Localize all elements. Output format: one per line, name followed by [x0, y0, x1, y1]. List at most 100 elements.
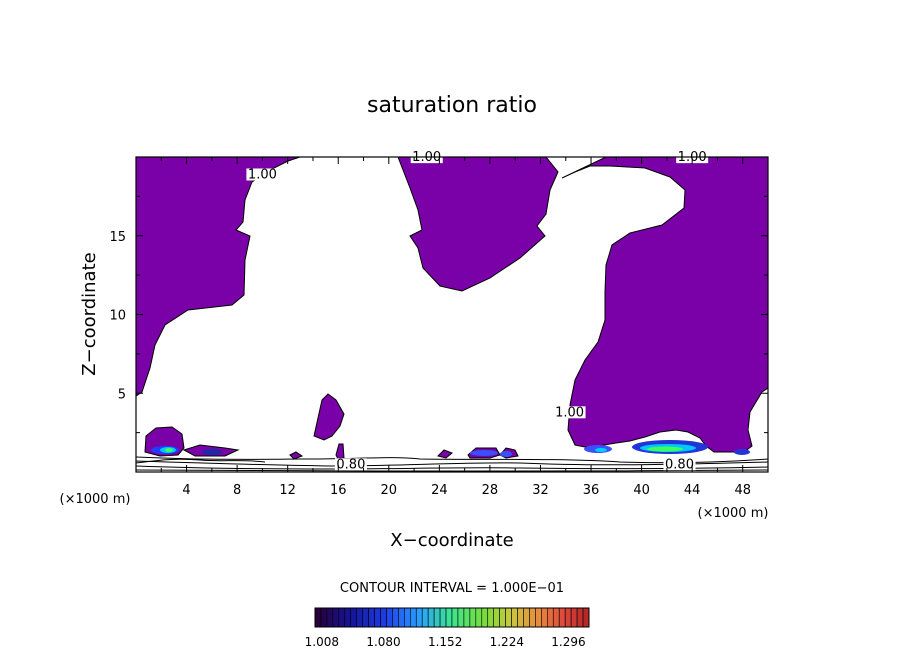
- contour-label-1: 1.00: [248, 167, 277, 182]
- y-axis-label: Z−coordinate: [79, 252, 100, 375]
- y-tick-label-5: 5: [118, 387, 126, 402]
- contour-label-5: 0.80: [336, 457, 365, 472]
- colorbar-tick-label-5: 1.296: [551, 635, 585, 649]
- x-tick-label-8: 8: [233, 483, 241, 498]
- x-tick-label-24: 24: [431, 483, 448, 498]
- colorbar-cell-9: [362, 607, 369, 628]
- colorbar-cell-14: [392, 607, 399, 628]
- colorbar-cell-22: [439, 607, 447, 628]
- colorbar-cell-25: [457, 607, 465, 628]
- colorbar-cell-5: [338, 607, 346, 628]
- contour-label-bg-4: [553, 406, 586, 419]
- colorbar-cell-15: [398, 607, 405, 628]
- surface-contour-line-3: [136, 465, 768, 470]
- colorbar-cell-20: [427, 607, 435, 628]
- colorbar-tick-label-2: 1.080: [366, 635, 400, 649]
- x-tick-label-4: 4: [182, 483, 190, 498]
- contour-label-bg-5: [334, 458, 367, 471]
- pocket-left-2: [202, 449, 222, 455]
- colorbar-cell-37: [529, 607, 536, 628]
- x-tick-label-44: 44: [684, 483, 701, 498]
- colorbar-cell-33: [505, 607, 512, 628]
- colorbar-cell-7: [350, 607, 357, 628]
- y-axis-ticks: 5 10 15: [109, 195, 768, 434]
- colorbar-cell-16: [404, 607, 411, 628]
- x-axis-ticks: 4 8 12 16 20 24 28 32 36 40 44 48: [160, 157, 769, 498]
- colorbar-tick-label-3: 1.152: [428, 635, 462, 649]
- contour-label-6: 0.80: [665, 457, 694, 472]
- colorbar-tick-labels: 1.008 1.080 1.152 1.224 1.296: [305, 635, 586, 649]
- contour-interval-label: CONTOUR INTERVAL = 1.000E−01: [340, 581, 564, 596]
- pocket-right-edge: [734, 449, 750, 455]
- surface-contour-line-4: [136, 469, 768, 472]
- contour-label-2: 1.00: [412, 150, 441, 165]
- x-tick-label-28: 28: [482, 483, 499, 498]
- colorbar-cell-19: [421, 607, 429, 628]
- x-axis-label: X−coordinate: [390, 530, 513, 551]
- colorbar-cell-41: [552, 607, 560, 628]
- colorbar-cell-18: [415, 607, 423, 628]
- contour-fill-regions: [136, 157, 768, 460]
- pocket-mid-2: [500, 451, 512, 457]
- colorbar-cell-31: [493, 607, 500, 628]
- supersaturated-region-1: [136, 157, 301, 397]
- surface-contour-line-1: [136, 460, 768, 467]
- colorbar-cell-23: [445, 607, 453, 628]
- pocket-left-core: [165, 448, 173, 452]
- colorbar-cell-29: [481, 607, 489, 628]
- colorbar-cell-42: [558, 607, 566, 628]
- colorbar-cell-44: [570, 607, 578, 628]
- colorbar-cell-17: [410, 607, 417, 628]
- colorbar-cell-6: [344, 607, 352, 628]
- contour-labels: 1.001.00 1.001.000.80 0.80: [246, 150, 709, 472]
- colorbar-cell-4: [332, 607, 340, 628]
- surface-contour-line-5: [136, 458, 266, 464]
- colorbar-cell-21: [433, 607, 441, 628]
- colorbar-tick-label-1: 1.008: [305, 635, 339, 649]
- x-tick-label-48: 48: [734, 483, 751, 498]
- contour-label-4: 1.00: [555, 405, 584, 420]
- colorbar-tick-label-4: 1.224: [490, 635, 524, 649]
- colorbar-cell-12: [380, 607, 387, 628]
- supersaturated-region-9: [437, 449, 453, 459]
- colorbar-cell-13: [386, 607, 393, 628]
- colorbar-cell-45: [576, 607, 584, 628]
- contour-label-bg-1: [246, 168, 279, 181]
- colorbar-frame: [314, 607, 590, 628]
- y-tick-label-10: 10: [109, 309, 126, 324]
- colorbar-cell-8: [356, 607, 363, 628]
- colorbar: [314, 607, 590, 628]
- x-axis-left-unit: (×1000 m): [60, 492, 131, 507]
- supersaturated-region-11: [289, 451, 304, 460]
- x-tick-label-40: 40: [633, 483, 650, 498]
- colorbar-cell-1: [314, 607, 322, 628]
- colorbar-cell-30: [487, 607, 494, 628]
- x-tick-label-36: 36: [583, 483, 600, 498]
- colorbar-cell-39: [541, 607, 548, 628]
- colorbar-cell-34: [511, 607, 518, 628]
- colorbar-cell-11: [374, 607, 381, 628]
- colorbar-cell-26: [463, 607, 471, 628]
- chart-title: saturation ratio: [367, 93, 537, 118]
- colorbar-cell-40: [547, 607, 554, 628]
- colorbar-cell-27: [469, 607, 477, 628]
- colorbar-cell-2: [320, 607, 328, 628]
- supersaturated-region-6: [313, 393, 345, 441]
- supersaturated-region-3: [561, 157, 768, 453]
- colorbar-cell-46: [582, 607, 590, 628]
- x-tick-label-16: 16: [330, 483, 347, 498]
- y-tick-label-15: 15: [109, 230, 126, 245]
- colorbar-cell-3: [326, 607, 334, 628]
- pocket-right-core: [647, 446, 683, 452]
- colorbar-cell-38: [535, 607, 542, 628]
- colorbar-cell-10: [368, 607, 375, 628]
- colorbar-cell-32: [499, 607, 506, 628]
- contour-label-bg-6: [663, 458, 696, 471]
- colorbar-cell-43: [564, 607, 572, 628]
- colorbar-cell-36: [523, 607, 530, 628]
- x-tick-label-12: 12: [279, 483, 296, 498]
- colorbar-cell-35: [517, 607, 524, 628]
- pocket-right-1-core: [595, 448, 607, 452]
- x-tick-label-32: 32: [532, 483, 549, 498]
